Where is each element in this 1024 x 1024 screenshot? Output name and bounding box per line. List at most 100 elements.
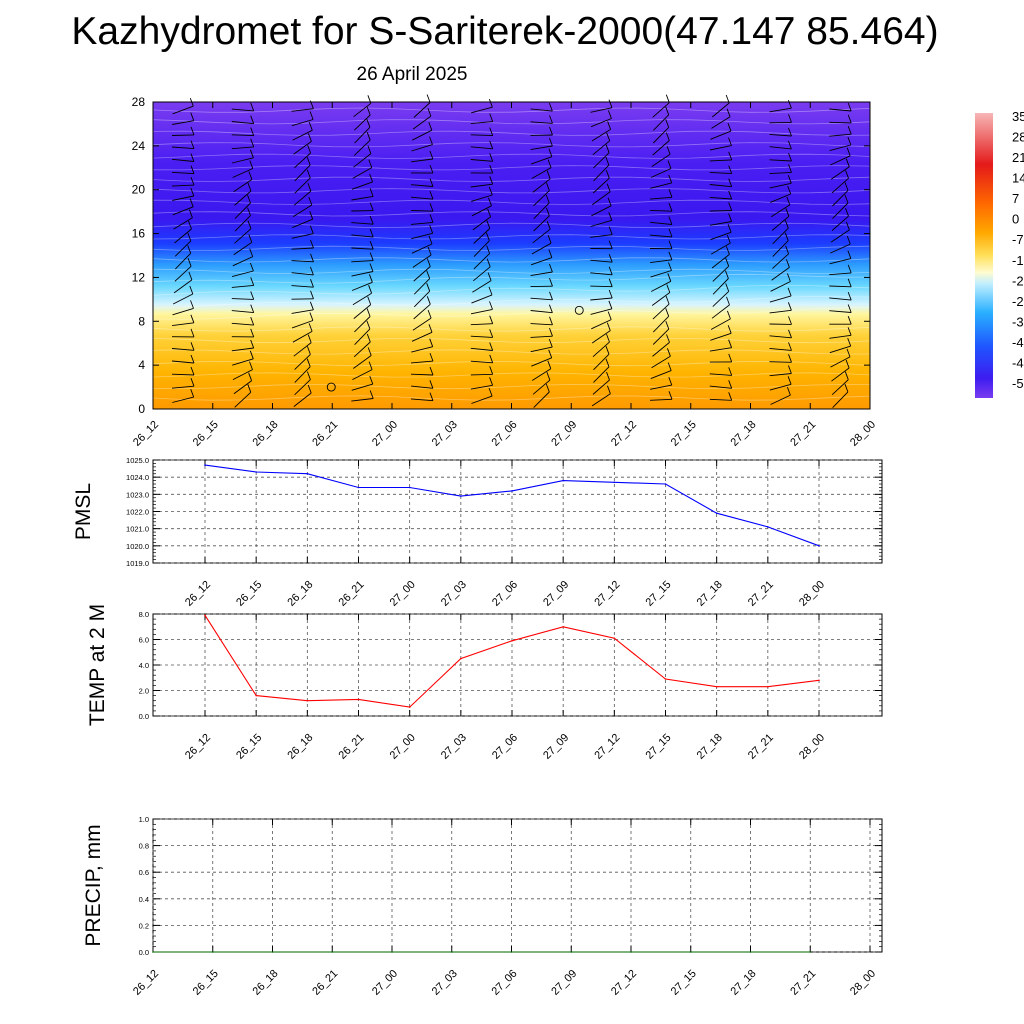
wind-barb bbox=[711, 304, 730, 319]
wind-barb-flag bbox=[188, 271, 193, 281]
wind-barb bbox=[712, 278, 729, 295]
x-tick-label: 27_03 bbox=[439, 579, 469, 609]
wind-barb bbox=[293, 190, 312, 206]
wind-barb-flag bbox=[429, 164, 434, 174]
wind-barb bbox=[831, 379, 849, 396]
wind-barb-flag bbox=[608, 254, 613, 263]
wind-barb-flag bbox=[605, 346, 610, 355]
wind-barb bbox=[651, 292, 671, 306]
colorbar-label: 35 bbox=[1012, 109, 1024, 124]
contour-line bbox=[152, 306, 871, 320]
wind-barb-flag bbox=[545, 182, 550, 191]
wind-barb bbox=[172, 307, 194, 316]
wind-barb bbox=[830, 356, 851, 368]
wind-barb-flag bbox=[489, 301, 493, 310]
wind-barb bbox=[533, 190, 550, 207]
wind-barb bbox=[712, 291, 730, 307]
wind-barb-flag bbox=[190, 354, 195, 364]
wind-barb-flag bbox=[429, 214, 434, 223]
x-tick-label: 27_15 bbox=[644, 579, 674, 609]
cs-x-tick-label: 26_21 bbox=[310, 419, 340, 449]
wind-barb bbox=[291, 320, 314, 329]
wind-barb-flag bbox=[546, 371, 551, 381]
colorbar-labels: 35 28 21 14 7 0 -7 -1 -2 -2 -3 -4 -4 -5 bbox=[1012, 109, 1024, 391]
wind-barb-flag bbox=[429, 191, 434, 200]
wind-barb-flag bbox=[488, 186, 493, 196]
wind-barb bbox=[294, 164, 311, 182]
wind-barb-flag bbox=[786, 386, 791, 396]
wind-barb-flag bbox=[190, 126, 195, 136]
wind-barb bbox=[829, 285, 852, 288]
wind-barb bbox=[709, 373, 732, 376]
wind-barb-flag bbox=[845, 221, 850, 231]
wind-barb bbox=[829, 108, 852, 112]
wind-barb bbox=[411, 232, 433, 240]
precip-panel: 0.0 0.2 0.4 0.6 0.8 1.0 26_12 26_15 26_18 26_21 27… bbox=[82, 815, 883, 998]
wind-barb bbox=[413, 290, 431, 308]
wind-barb bbox=[710, 332, 732, 341]
wind-barb-flag bbox=[366, 119, 371, 128]
wind-barb bbox=[353, 341, 371, 358]
x-tick-label: 26_21 bbox=[310, 968, 340, 998]
wind-barbs bbox=[171, 94, 852, 409]
wind-barb bbox=[231, 322, 254, 326]
wind-barb bbox=[171, 373, 195, 376]
wind-barb bbox=[293, 342, 312, 357]
x-tick-label: 26_18 bbox=[285, 579, 315, 609]
series-point bbox=[511, 490, 513, 492]
wind-barb bbox=[829, 334, 852, 339]
wind-barb-flag bbox=[668, 216, 673, 225]
wind-barb-flag bbox=[665, 94, 670, 103]
wind-barb bbox=[353, 114, 371, 131]
series-point bbox=[511, 640, 513, 642]
wind-barb bbox=[353, 139, 371, 156]
wind-barb bbox=[294, 379, 311, 396]
wind-barb-flag bbox=[608, 212, 613, 221]
cs-y-tick-label: 12 bbox=[132, 270, 146, 284]
wind-barb bbox=[473, 253, 490, 270]
wind-barb-flag bbox=[549, 328, 553, 337]
wind-barb-flag bbox=[605, 170, 610, 179]
wind-barb bbox=[470, 373, 493, 376]
series-point bbox=[460, 657, 462, 660]
wind-barb bbox=[470, 360, 493, 364]
x-tick-label: 27_09 bbox=[541, 579, 571, 609]
wind-barb bbox=[591, 319, 612, 330]
wind-barb bbox=[530, 156, 553, 165]
wind-barb bbox=[351, 281, 373, 291]
wind-barb-flag bbox=[847, 250, 852, 259]
wind-barb bbox=[353, 102, 372, 118]
wind-barb bbox=[293, 392, 312, 407]
wind-barb-flag bbox=[847, 136, 852, 146]
wind-barb bbox=[770, 204, 791, 218]
wind-barb bbox=[174, 265, 192, 282]
series-point bbox=[212, 951, 214, 953]
wind-barb-flag bbox=[486, 245, 491, 254]
wind-barb bbox=[711, 254, 730, 269]
wind-barb bbox=[231, 146, 254, 150]
x-tick-label: 27_15 bbox=[669, 968, 699, 998]
wind-barb bbox=[291, 119, 314, 127]
wind-barb-flag bbox=[306, 346, 311, 355]
wind-barb bbox=[172, 120, 194, 125]
wind-barb bbox=[649, 398, 673, 401]
wind-barb bbox=[709, 385, 732, 389]
colorbar-label: 0 bbox=[1012, 212, 1019, 227]
wind-barb bbox=[353, 153, 372, 168]
wind-barb bbox=[291, 309, 314, 314]
wind-barb bbox=[472, 216, 491, 231]
wind-barb-flag bbox=[489, 176, 494, 185]
wind-barb-flag bbox=[788, 127, 792, 137]
cs-x-tick-label: 27_03 bbox=[430, 419, 460, 449]
y-tick-label: 1025.0 bbox=[126, 456, 149, 465]
wind-barb-flag bbox=[366, 132, 371, 141]
wind-barb-flag bbox=[366, 320, 371, 330]
cross-section-contours bbox=[152, 107, 871, 401]
wind-barb-flag bbox=[547, 235, 552, 244]
wind-barb-flag bbox=[728, 202, 733, 211]
wind-barb-flag bbox=[788, 329, 792, 338]
wind-barb bbox=[172, 195, 194, 201]
wind-barb bbox=[530, 335, 553, 338]
x-tick-label: 28_00 bbox=[848, 968, 878, 998]
x-tick-label: 26_12 bbox=[183, 579, 213, 609]
